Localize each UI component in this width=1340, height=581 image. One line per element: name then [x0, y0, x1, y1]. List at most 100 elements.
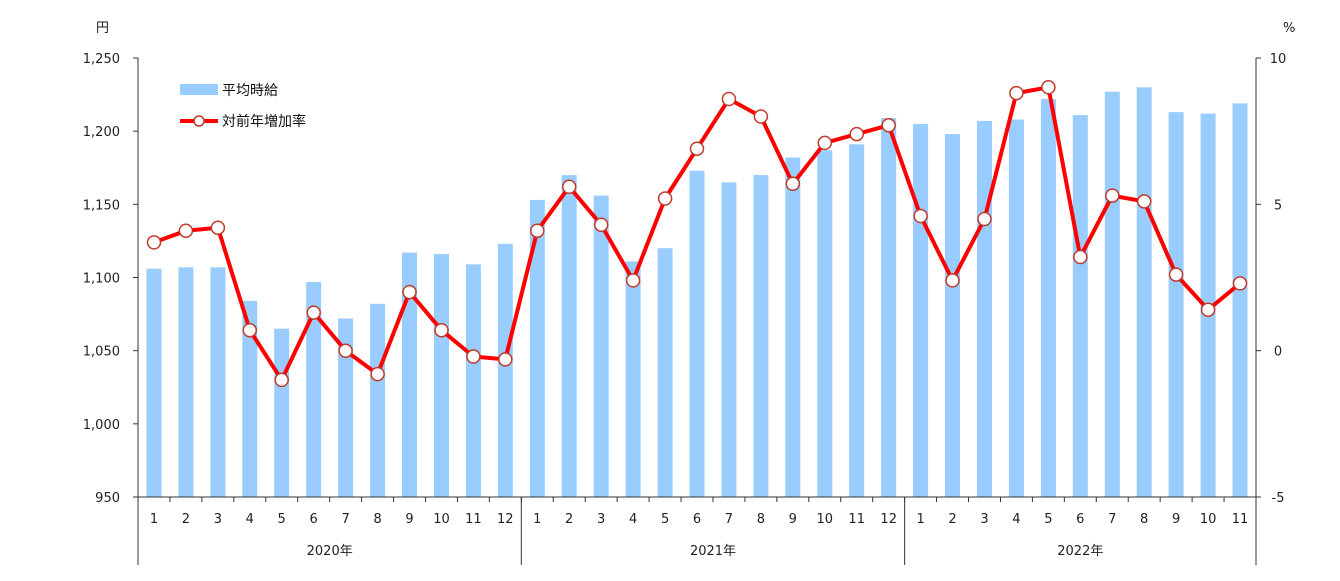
legend-swatch-bar [180, 84, 218, 95]
x-tick-label: 6 [1076, 512, 1084, 527]
x-axis-categories: 1 2 3 4 5 6 7 8 9 10 11 12 1 2 3 4 5 6 7 8 9 10 11 12 1 2 3 4 5 6 7 8 9 1… [137, 497, 1257, 565]
x-tick-label: 9 [405, 512, 413, 527]
right-tick-label: -5 [1272, 491, 1285, 506]
left-axis-unit: 円 [96, 21, 109, 36]
growth-point [625, 273, 641, 288]
legend: 平均時給 対前年増加率 [180, 83, 306, 130]
growth-point [721, 91, 737, 107]
bar [721, 182, 737, 497]
x-tick-label: 10 [1200, 512, 1217, 527]
bar [657, 248, 673, 497]
bar [1232, 103, 1248, 498]
x-tick-label: 4 [1012, 512, 1020, 527]
x-tick-label: 2 [182, 512, 190, 527]
growth-point [210, 220, 226, 235]
growth-point [1136, 194, 1152, 209]
left-tick-label: 1,050 [83, 345, 120, 360]
bar [753, 175, 769, 497]
right-axis-unit: % [1283, 21, 1295, 36]
bar [146, 268, 162, 497]
bar [1168, 112, 1184, 497]
bar [210, 267, 226, 497]
growth-point [689, 141, 705, 156]
x-tick-label: 11 [465, 512, 482, 527]
x-tick-label: 5 [278, 512, 286, 527]
growth-point [945, 273, 960, 288]
legend-label-bar: 平均時給 [222, 83, 278, 99]
x-tick-label: 9 [789, 512, 797, 527]
bar [817, 150, 833, 497]
growth-point [274, 372, 289, 388]
growth-point [242, 322, 258, 338]
year-group-label: 2021年 [690, 544, 736, 559]
growth-point [1200, 302, 1216, 317]
bar [402, 252, 417, 497]
x-tick-label: 8 [757, 512, 765, 527]
growth-point [178, 223, 194, 238]
year-group-label: 2022年 [1057, 544, 1103, 559]
growth-point [849, 126, 864, 142]
right-tick-label: 5 [1274, 198, 1282, 213]
bar [242, 300, 258, 497]
x-tick-label: 3 [597, 512, 605, 527]
x-tick-label: 7 [341, 512, 349, 527]
right-tick-label: 0 [1274, 345, 1282, 360]
bar [913, 123, 929, 498]
x-tick-label: 5 [661, 512, 669, 527]
x-tick-label: 7 [725, 512, 733, 527]
bar [338, 318, 354, 497]
x-tick-label: 1 [916, 512, 924, 527]
left-tick-label: 1,250 [83, 52, 120, 67]
bar [370, 303, 386, 497]
growth-point [593, 217, 609, 233]
growth-point [561, 179, 577, 195]
x-tick-label: 1 [533, 512, 541, 527]
x-tick-label: 9 [1172, 512, 1180, 527]
x-tick-label: 11 [848, 512, 865, 527]
left-tick-label: 1,100 [83, 272, 120, 287]
x-tick-label: 4 [629, 512, 637, 527]
legend-label-line: 対前年増加率 [222, 113, 306, 130]
growth-point [146, 235, 162, 250]
growth-point [1073, 249, 1088, 265]
growth-point [785, 176, 801, 192]
bar [434, 254, 449, 497]
x-tick-label: 1 [150, 512, 158, 527]
bar [1008, 119, 1024, 497]
x-tick-label: 4 [246, 512, 254, 527]
bar [497, 243, 513, 497]
growth-point [370, 366, 385, 382]
growth-point [1168, 267, 1184, 282]
bar [1040, 99, 1056, 497]
bar [529, 199, 545, 497]
growth-point [466, 349, 481, 364]
bar [625, 261, 641, 497]
legend-swatch-marker [193, 115, 205, 127]
growth-point [753, 109, 769, 124]
growth-point [913, 208, 928, 224]
x-tick-label: 11 [1232, 512, 1249, 527]
left-tick-label: 1,000 [83, 418, 120, 433]
growth-point [1041, 80, 1056, 95]
bar [977, 120, 992, 498]
growth-point [402, 284, 417, 300]
bar [178, 267, 194, 497]
growth-point [1232, 276, 1248, 291]
bar [689, 170, 705, 497]
left-tick-label: 1,200 [83, 125, 120, 140]
x-tick-label: 5 [1044, 512, 1052, 527]
growth-point [338, 343, 353, 358]
x-tick-label: 2 [565, 512, 573, 527]
left-tick-label: 1,150 [83, 198, 120, 213]
bar [1104, 91, 1120, 497]
x-tick-label: 3 [980, 512, 988, 527]
axes: 950 1,000 1,050 1,100 1,150 1,200 1,250 -5 0 5 10 [83, 52, 1286, 506]
growth-point [498, 352, 513, 367]
growth-point [657, 191, 673, 206]
bar [306, 281, 322, 497]
x-tick-label: 2 [948, 512, 956, 527]
bar [945, 134, 960, 497]
x-tick-label: 10 [433, 512, 450, 527]
x-tick-label: 6 [693, 512, 701, 527]
